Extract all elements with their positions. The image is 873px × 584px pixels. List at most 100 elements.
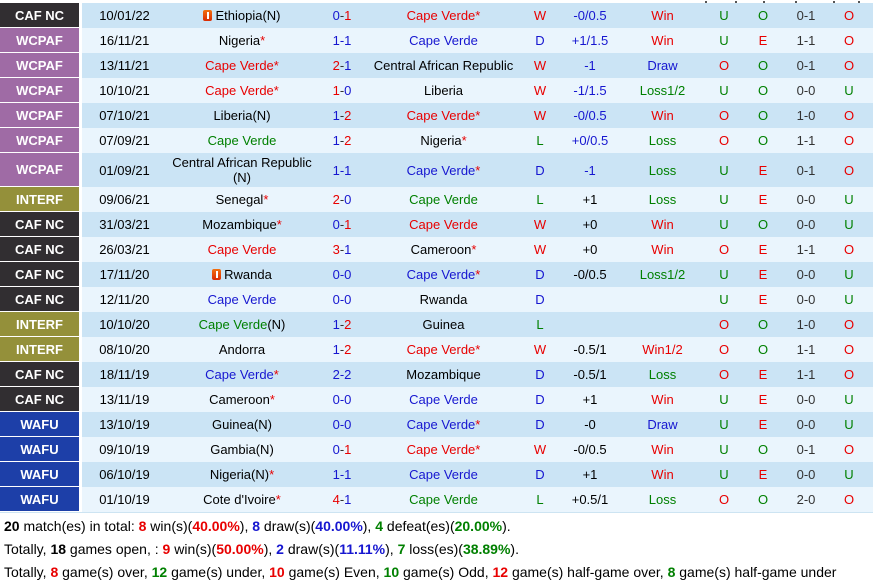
summary-segment: games open, : [66,541,163,557]
home-team[interactable]: Nigeria* [167,33,317,48]
away-team[interactable]: Cameroon* [367,242,520,257]
halftime-score: 1-0 [796,317,816,332]
away-team[interactable]: Cape Verde [367,192,520,207]
over-under: O [718,492,730,507]
home-team[interactable]: Cape Verde [167,292,317,307]
summary-segment: ). [510,541,519,557]
home-team[interactable]: Mozambique* [167,217,317,232]
away-team[interactable]: Guinea [367,317,520,332]
result-wdl: W [533,83,547,98]
odd-even: E [758,392,768,407]
highlight-video-icon[interactable] [212,269,222,280]
match-row: CAF NC 18/11/19 Cape Verde* 2-2 Mozambique D -… [0,362,873,387]
home-team[interactable]: Nigeria(N)* [167,467,317,482]
away-team[interactable]: Cape Verde* [367,267,520,282]
team-name-part: Cape Verde [207,242,277,257]
away-team[interactable]: Nigeria* [367,133,520,148]
score-part: 1 [344,217,352,232]
away-team[interactable]: Cape Verde* [367,342,520,357]
home-team[interactable]: Central African Republic (N) [167,155,317,185]
score-part: 4 [332,492,340,507]
odd-even: O [757,442,769,457]
header-crop-mark [763,1,765,3]
score-part: 2 [332,192,340,207]
odd-even: E [758,467,768,482]
team-name-part: * [269,392,275,407]
away-team[interactable]: Cape Verde [367,217,520,232]
home-team[interactable]: Cote d'Ivoire* [167,492,317,507]
score-part: - [339,467,345,482]
score-part: - [339,58,345,73]
away-team[interactable]: Cape Verde* [367,417,520,432]
away-team[interactable]: Central African Republic [367,58,520,73]
home-team[interactable]: Cape Verde(N) [167,317,317,332]
match-row: WCPAF 07/10/21 Liberia(N) 1-2 Cape Verde* W -0… [0,103,873,128]
handicap-line: -0/0.5 [573,108,607,123]
team-name-part: * [260,33,266,48]
away-team[interactable]: Cape Verde [367,392,520,407]
team-name-part: Cape Verde [406,417,476,432]
away-team[interactable]: Cape Verde [367,467,520,482]
home-team[interactable]: Senegal* [167,192,317,207]
team-name-part: * [276,217,282,232]
score-part: - [339,192,345,207]
halftime-over-under: O [843,492,855,507]
header-crop-mark [858,1,860,3]
summary-segment: game(s) half-game under [675,564,837,580]
away-team[interactable]: Cape Verde [367,492,520,507]
summary-line-2: Totally, 18 games open, : 9 win(s)(50.00… [4,538,873,561]
away-team[interactable]: Cape Verde [367,33,520,48]
match-score: 1-1 [317,33,367,48]
home-team[interactable]: Cape Verde [167,242,317,257]
competition-badge: WAFU [0,462,82,487]
match-row: WAFU 01/10/19 Cote d'Ivoire* 4-1 Cape Verde L… [0,487,873,512]
match-row: WAFU 13/10/19 Guinea(N) 0-0 Cape Verde* D -0 Dr… [0,412,873,437]
home-team[interactable]: Cape Verde [167,133,317,148]
match-score: 1-1 [317,467,367,482]
away-team[interactable]: Liberia [367,83,520,98]
summary-segment: ). [502,518,511,534]
away-team[interactable]: Cape Verde* [367,163,520,178]
highlight-video-icon[interactable] [203,10,213,21]
halftime-score: 1-0 [796,108,816,123]
score-part: - [339,162,345,178]
home-team[interactable]: Gambia(N) [167,442,317,457]
home-team[interactable]: Cape Verde* [167,58,317,73]
home-team[interactable]: Guinea(N) [167,417,317,432]
odd-even: O [757,83,769,98]
team-name-part: Ethiopia(N) [215,8,281,23]
odd-even: E [758,162,768,178]
home-team[interactable]: Liberia(N) [167,108,317,123]
match-row: CAF NC 10/01/22 Ethiopia(N) 0-1 Cape Verde* W… [0,3,873,28]
halftime-over-under: O [843,162,855,178]
odd-even: O [757,8,769,23]
match-date: 31/03/21 [99,217,150,232]
halftime-score: 0-1 [796,8,816,23]
handicap-result: Loss [648,192,677,207]
away-team[interactable]: Rwanda [367,292,520,307]
team-name-part: Cape Verde [207,133,277,148]
over-under: O [718,317,730,332]
score-part: 2 [332,58,340,73]
away-team[interactable]: Cape Verde* [367,442,520,457]
summary-segment: loss(es)( [405,541,463,557]
team-name-part: Cape Verde [406,162,476,178]
summary-segment: game(s) Even, [284,564,384,580]
away-team[interactable]: Cape Verde* [367,8,520,23]
result-wdl: D [535,467,545,482]
home-team[interactable]: Ethiopia(N) [167,8,317,23]
handicap-result: Win [651,33,674,48]
away-team[interactable]: Mozambique [367,367,520,382]
handicap-result: Loss1/2 [639,267,686,282]
home-team[interactable]: Rwanda [167,267,317,282]
halftime-score: 1-1 [796,242,816,257]
home-team[interactable]: Andorra [167,342,317,357]
home-team[interactable]: Cape Verde* [167,83,317,98]
away-team[interactable]: Cape Verde* [367,108,520,123]
team-name-part: Cape Verde [406,108,476,123]
handicap-line: -0/0.5 [573,8,607,23]
match-score: 0-1 [317,217,367,232]
home-team[interactable]: Cameroon* [167,392,317,407]
match-date: 10/01/22 [99,8,150,23]
home-team[interactable]: Cape Verde* [167,367,317,382]
